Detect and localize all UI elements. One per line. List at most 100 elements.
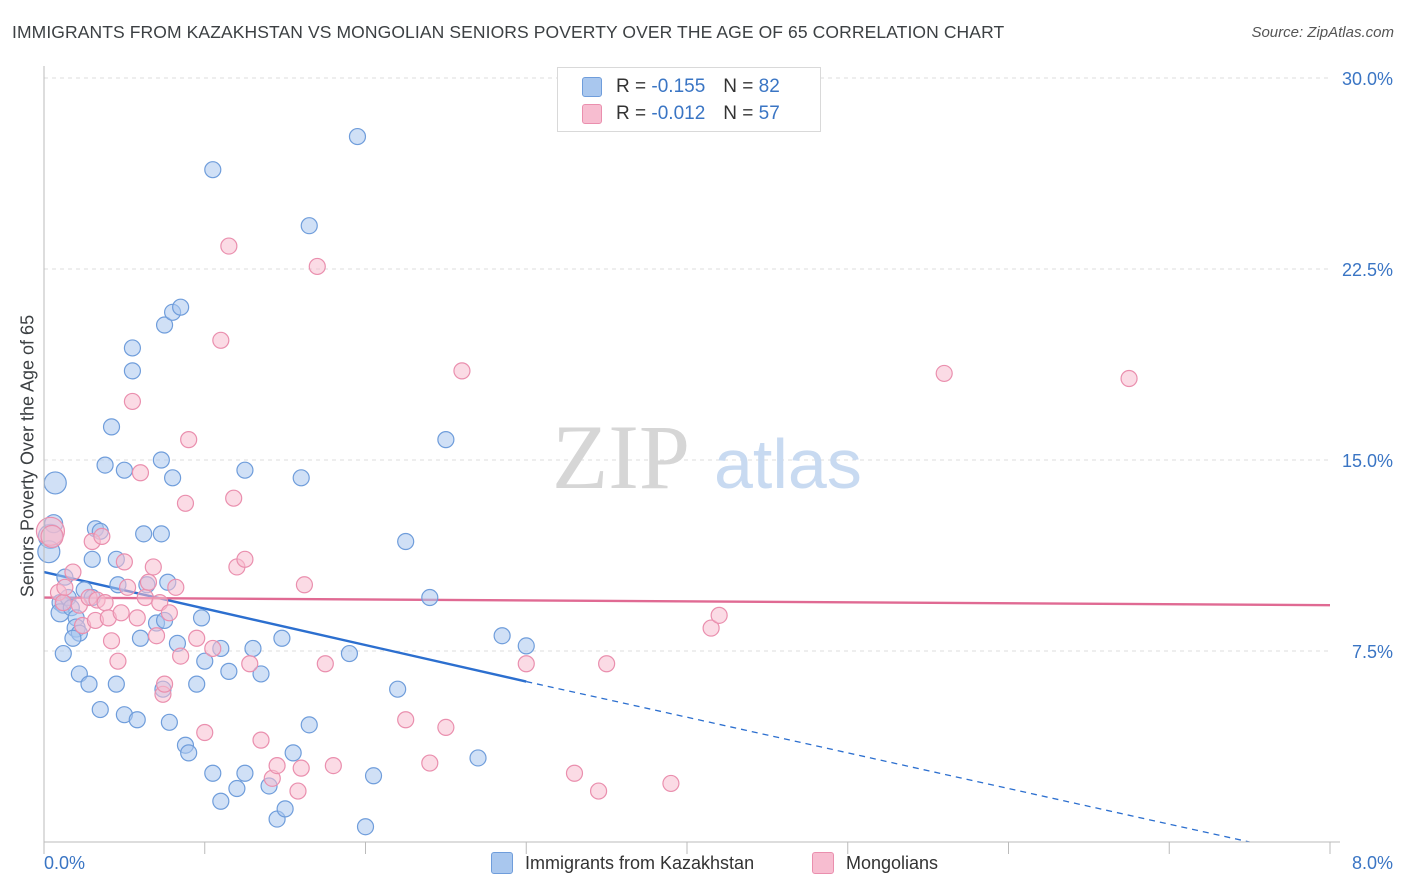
mongolians-point-1 bbox=[40, 524, 64, 549]
kazakhstan-point-60 bbox=[252, 665, 270, 683]
mongolians-point-3 bbox=[54, 594, 72, 612]
legend-item-mongolians: Mongolians bbox=[812, 852, 938, 874]
kazakhstan-point-53 bbox=[204, 764, 222, 782]
kazakhstan-point-25 bbox=[135, 525, 153, 543]
mongolians-point-15 bbox=[102, 632, 121, 650]
pink-swatch-icon bbox=[582, 104, 602, 124]
mongolians-point-62 bbox=[702, 619, 720, 637]
legend-item-label: Mongolians bbox=[846, 852, 939, 873]
mongolians-point-58 bbox=[565, 764, 584, 782]
kazakhstan-point-56 bbox=[220, 662, 238, 680]
mongolians-point-26 bbox=[147, 627, 166, 645]
kazakhstan-point-51 bbox=[192, 609, 211, 627]
mongolians-point-38 bbox=[212, 331, 230, 349]
kazakhstan-point-65 bbox=[284, 744, 302, 762]
kazakhstan-point-45 bbox=[128, 711, 146, 729]
kazakhstan-point-77 bbox=[300, 217, 318, 235]
kazakhstan-point-14 bbox=[83, 550, 101, 568]
kazakhstan-point-73 bbox=[421, 588, 439, 607]
kazakhstan-point-47 bbox=[160, 713, 178, 731]
kazakhstan-point-2 bbox=[43, 471, 67, 495]
legend-item-kazakhstan: Immigrants from Kazakhstan bbox=[491, 852, 754, 874]
kazakhstan-point-38 bbox=[64, 629, 82, 647]
mongolians-point-13 bbox=[96, 594, 114, 612]
series-legend: Immigrants from Kazakhstan Mongolians bbox=[0, 852, 1406, 878]
chart-source: Source: ZipAtlas.com bbox=[1251, 24, 1394, 41]
mongolians-point-36 bbox=[196, 723, 214, 742]
mongolians-point-19 bbox=[118, 578, 137, 596]
mongolians-point-39 bbox=[220, 237, 238, 255]
watermark-atlas: atlas bbox=[714, 425, 862, 503]
kazakhstan-point-49 bbox=[180, 744, 198, 762]
mongolians-point-24 bbox=[139, 573, 158, 591]
kazakhstan-point-30 bbox=[155, 316, 174, 334]
kazakhstan-trend-extension bbox=[526, 680, 1250, 843]
mongolians-point-52 bbox=[324, 756, 342, 775]
kazakhstan-point-18 bbox=[96, 456, 114, 474]
kazakhstan-point-57 bbox=[228, 779, 246, 798]
legend-n-label: N = bbox=[723, 103, 754, 124]
mongolians-point-56 bbox=[453, 362, 471, 380]
kazakhstan-point-39 bbox=[54, 644, 72, 663]
legend-n-value: 82 bbox=[758, 76, 780, 97]
mongolians-point-48 bbox=[292, 759, 310, 777]
legend-row-mongolians: R = -0.012 N = 57 bbox=[582, 101, 780, 127]
mongolians-point-53 bbox=[397, 711, 415, 729]
mongolians-point-32 bbox=[172, 647, 190, 665]
kazakhstan-point-28 bbox=[152, 451, 170, 469]
mongolians-point-63 bbox=[710, 606, 728, 624]
kazakhstan-point-19 bbox=[102, 418, 121, 436]
kazakhstan-point-64 bbox=[273, 629, 291, 647]
legend-r-value: -0.155 bbox=[651, 76, 706, 97]
mongolians-point-16 bbox=[109, 652, 127, 670]
mongolians-point-55 bbox=[437, 718, 455, 737]
kazakhstan-point-81 bbox=[236, 461, 254, 479]
kazakhstan-point-54 bbox=[212, 792, 230, 810]
kazakhstan-point-69 bbox=[356, 818, 375, 836]
legend-n-value: 57 bbox=[758, 103, 780, 124]
kazakhstan-point-67 bbox=[292, 469, 310, 487]
kazakhstan-point-22 bbox=[115, 461, 133, 479]
mongolians-point-22 bbox=[131, 464, 150, 482]
blue-swatch-icon bbox=[491, 852, 513, 874]
mongolians-point-34 bbox=[180, 431, 198, 449]
kazakhstan-point-71 bbox=[389, 680, 407, 698]
mongolians-point-25 bbox=[144, 558, 162, 576]
mongolians-point-47 bbox=[289, 782, 307, 800]
mongolians-point-29 bbox=[155, 675, 174, 693]
mongolians-point-12 bbox=[93, 527, 111, 546]
x-tick-label-1: 8.0% bbox=[1352, 853, 1393, 873]
kazakhstan-point-33 bbox=[152, 525, 170, 543]
mongolians-point-51 bbox=[316, 655, 334, 673]
kazakhstan-point-24 bbox=[123, 339, 142, 357]
mongolians-point-31 bbox=[167, 578, 185, 596]
kazakhstan-point-74 bbox=[469, 749, 487, 767]
mongolians-point-61 bbox=[662, 774, 680, 793]
mongolians-point-50 bbox=[308, 257, 326, 276]
watermark-zip: ZIP bbox=[552, 406, 690, 508]
legend-item-label: Immigrants from Kazakhstan bbox=[525, 852, 755, 873]
mongolians-point-4 bbox=[56, 578, 74, 596]
y-axis-label: Seniors Poverty Over the Age of 65 bbox=[17, 314, 38, 598]
mongolians-point-46 bbox=[268, 756, 286, 775]
stats-legend: R = -0.155 N = 82 R = -0.012 N = 57 bbox=[557, 67, 821, 132]
kazakhstan-point-80 bbox=[437, 431, 455, 449]
y-tick-label-2: 22.5% bbox=[1342, 260, 1393, 280]
kazakhstan-point-79 bbox=[348, 127, 367, 146]
kazakhstan-point-78 bbox=[204, 161, 222, 179]
mongolians-point-33 bbox=[176, 494, 195, 512]
legend-r-label: R = bbox=[616, 103, 647, 124]
kazakhstan-point-50 bbox=[188, 675, 206, 693]
chart-title: IMMIGRANTS FROM KAZAKHSTAN VS MONGOLIAN … bbox=[12, 22, 1005, 42]
kazakhstan-point-70 bbox=[364, 767, 383, 785]
mongolians-point-64 bbox=[935, 364, 953, 383]
kazakhstan-point-29 bbox=[164, 469, 182, 487]
mongolians-point-21 bbox=[128, 609, 146, 627]
mongolians-point-40 bbox=[225, 489, 243, 507]
kazakhstan-point-76 bbox=[517, 637, 535, 655]
mongolians-point-65 bbox=[1120, 369, 1138, 388]
kazakhstan-point-34 bbox=[131, 629, 150, 647]
mongolians-point-18 bbox=[115, 553, 133, 571]
pink-swatch-icon bbox=[812, 852, 834, 874]
x-tick-label-0: 0.0% bbox=[44, 853, 85, 873]
